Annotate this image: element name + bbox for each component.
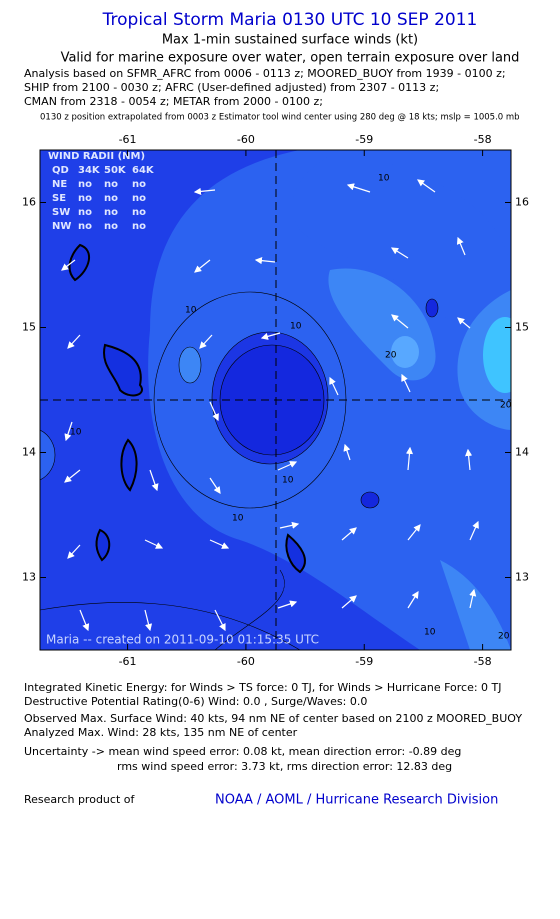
contour-label: 10 bbox=[185, 306, 197, 316]
wind-radii-cell: SW bbox=[52, 207, 70, 218]
wind-radii-cell: SE bbox=[52, 193, 66, 204]
wind-radii-cell: NW bbox=[52, 221, 71, 232]
map-frame bbox=[39, 149, 512, 651]
y-tick-label: 15 bbox=[22, 321, 36, 334]
wind-radii-header: 50K bbox=[104, 165, 127, 176]
wind-radii-header: 64K bbox=[132, 165, 155, 176]
footer-observed: Observed Max. Surface Wind: 40 kts, 94 n… bbox=[24, 712, 522, 725]
validity: Valid for marine exposure over water, op… bbox=[61, 51, 520, 66]
y-tick-label: 15 bbox=[515, 321, 529, 334]
footer-org: NOAA / AOML / Hurricane Research Divisio… bbox=[215, 793, 498, 808]
x-tick-label: -59 bbox=[355, 133, 373, 146]
wind-radii-table: QD 34K 50K 64K NE no no no SE no no no SW no no no NW no n… bbox=[52, 165, 155, 232]
wind-radii-cell: NE bbox=[52, 179, 67, 190]
contour-label: 10 bbox=[70, 428, 82, 438]
footer-analyzed: Analyzed Max. Wind: 28 kts, 135 nm NE of… bbox=[24, 726, 298, 739]
wind-radii-cell: no bbox=[104, 207, 118, 218]
x-tick-label: -61 bbox=[119, 133, 137, 146]
subtitle: Max 1-min sustained surface winds (kt) bbox=[162, 33, 418, 48]
y-tick-label: 14 bbox=[22, 446, 36, 459]
y-tick-label: 13 bbox=[515, 571, 529, 584]
y-tick-label: 16 bbox=[22, 196, 36, 209]
wind-radii-cell: no bbox=[78, 207, 92, 218]
analysis-line: SHIP from 2100 - 0030 z; AFRC (User-defi… bbox=[24, 81, 439, 94]
map bbox=[40, 150, 511, 650]
wind-radii-cell: no bbox=[78, 221, 92, 232]
x-tick-label: -61 bbox=[119, 655, 137, 668]
footer-energy: Integrated Kinetic Energy: for Winds > T… bbox=[24, 681, 502, 694]
wind-radii-cell: no bbox=[104, 221, 118, 232]
wind-radii-cell: no bbox=[78, 179, 92, 190]
y-tick-label: 16 bbox=[515, 196, 529, 209]
contour-label: 10 bbox=[424, 628, 436, 638]
analysis-line: Analysis based on SFMR_AFRC from 0006 - … bbox=[24, 67, 506, 80]
x-tick-label: -58 bbox=[474, 133, 492, 146]
footer-uncertainty: Uncertainty -> mean wind speed error: 0.… bbox=[24, 745, 461, 758]
credit: Maria -- created on 2011-09-10 01:15:35 … bbox=[46, 633, 319, 647]
wind-radii-cell: no bbox=[132, 221, 146, 232]
wind-radii-cell: no bbox=[104, 193, 118, 204]
x-tick-label: -58 bbox=[474, 655, 492, 668]
wind-radii-cell: no bbox=[78, 193, 92, 204]
x-tick-label: -60 bbox=[237, 133, 255, 146]
x-tick-label: -60 bbox=[237, 655, 255, 668]
contour-label: 20 bbox=[385, 351, 397, 361]
footer-uncertainty: rms wind speed error: 3.73 kt, rms direc… bbox=[117, 760, 452, 773]
wind-radii-cell: no bbox=[132, 207, 146, 218]
contour-label: 20 bbox=[500, 401, 512, 411]
wind-radii-cell: no bbox=[132, 179, 146, 190]
analysis-line: CMAN from 2318 - 0054 z; METAR from 2000… bbox=[24, 95, 323, 108]
contour-label: 10 bbox=[290, 322, 302, 332]
axes: -61 -61 -60 -60 -59 -59 -58 -58 16 16 15 15 14 14 13 13 bbox=[22, 133, 529, 668]
contour-label: 20 bbox=[498, 632, 510, 642]
wind-radii-cell: no bbox=[104, 179, 118, 190]
contour-label: 10 bbox=[282, 476, 294, 486]
footer-damage: Destructive Potential Rating(0-6) Wind: … bbox=[24, 695, 367, 708]
contour-label: 10 bbox=[378, 174, 390, 184]
x-tick-label: -59 bbox=[355, 655, 373, 668]
contour-label: 10 bbox=[232, 514, 244, 524]
position-note: 0130 z position extrapolated from 0003 z… bbox=[40, 113, 520, 123]
title: Tropical Storm Maria 0130 UTC 10 SEP 201… bbox=[102, 10, 478, 30]
wind-radii-title: WIND RADII (NM) bbox=[48, 151, 145, 162]
y-tick-label: 14 bbox=[515, 446, 529, 459]
wind-radii-header: 34K bbox=[78, 165, 101, 176]
wind-radii-cell: no bbox=[132, 193, 146, 204]
wind-radii-header: QD bbox=[52, 165, 69, 176]
footer-research: Research product of bbox=[24, 793, 135, 806]
y-tick-label: 13 bbox=[22, 571, 36, 584]
